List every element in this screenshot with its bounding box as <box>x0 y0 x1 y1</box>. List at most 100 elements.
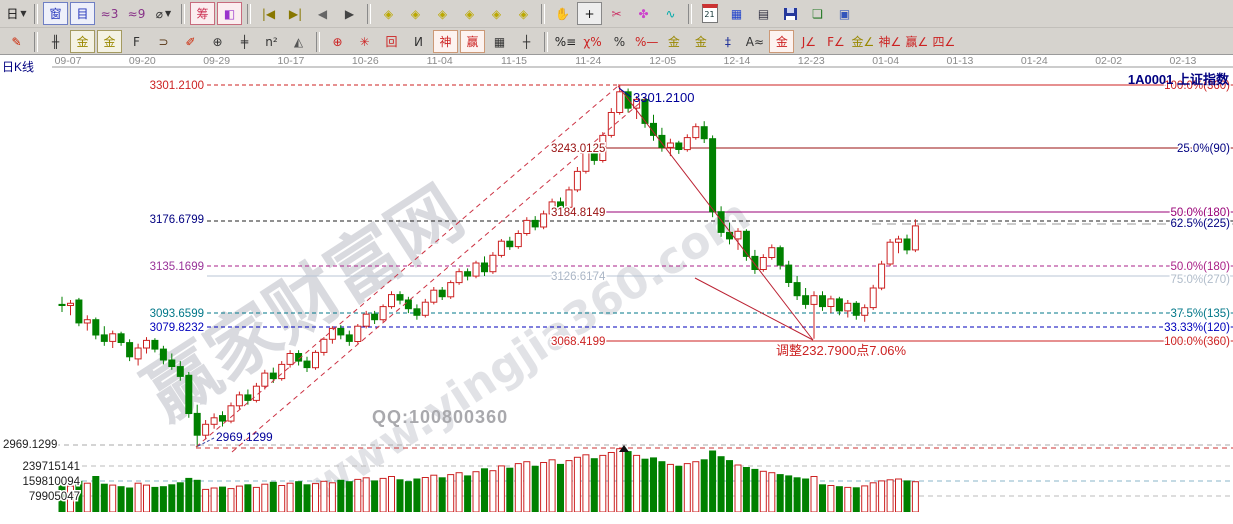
volume-bar <box>641 458 649 512</box>
angle-measure-icon[interactable]: ◭ <box>293 34 304 49</box>
percent-ladder-icon[interactable]: %≡ <box>554 34 577 49</box>
quote-list-icon[interactable]: 目 <box>70 2 95 25</box>
si-angle-icon[interactable]: 四∠ <box>932 34 956 49</box>
shen-tool-icon[interactable]: 神 <box>433 30 458 53</box>
volume-bar <box>599 454 607 512</box>
candle <box>835 296 843 316</box>
volume-bar <box>540 462 548 512</box>
candle <box>793 276 801 300</box>
volume-profile-icon[interactable]: ◧ <box>217 2 242 25</box>
chart-label: 100.0%(360) <box>1164 80 1230 92</box>
next-screen-icon[interactable]: ▶ <box>344 6 355 21</box>
period-day-icon[interactable]: 日 ▼ <box>6 6 27 21</box>
nav-move-icon[interactable]: ◈ <box>518 6 529 21</box>
volume-bar <box>159 486 167 512</box>
fib-f-icon[interactable]: F <box>133 34 140 49</box>
nav-star-icon[interactable]: ◈ <box>491 6 502 21</box>
chart-label: 50.0%(180) <box>1171 261 1231 273</box>
shen-angle-icon[interactable]: 神∠ <box>878 34 902 49</box>
volume-bar <box>261 483 269 512</box>
toolbar-separator <box>181 3 185 24</box>
cycle-circle-icon[interactable]: ⊕ <box>212 34 223 49</box>
chip-distribution-icon[interactable]: 筹 <box>190 2 215 25</box>
h-measure-icon[interactable]: ┼ <box>522 34 531 49</box>
desktop-icon[interactable]: ▣ <box>838 6 851 21</box>
ma-3-icon[interactable]: ≈3 <box>100 6 119 21</box>
ying-angle-icon[interactable]: 赢∠ <box>905 34 929 49</box>
pattern-match-icon[interactable]: ∿ <box>665 6 676 21</box>
f-angle-icon[interactable]: F∠ <box>827 34 845 49</box>
brush-icon[interactable]: ✎ <box>11 34 22 49</box>
ma-9-icon[interactable]: ≈9 <box>127 6 146 21</box>
candle <box>886 239 894 267</box>
nav-expand-icon[interactable]: ◈ <box>437 6 448 21</box>
ruler-123-icon[interactable]: ▦ <box>493 34 506 49</box>
target-icon[interactable]: ⊕ <box>332 34 343 49</box>
draw-line-icon[interactable]: ✂ <box>611 6 622 21</box>
candle <box>819 291 826 311</box>
chart-label: 33.33%(120) <box>1164 322 1230 334</box>
gold-circle-icon[interactable]: 金 <box>667 34 680 49</box>
volume-bar <box>835 486 843 512</box>
volume-bar <box>404 481 412 512</box>
date-tick: 10-17 <box>278 55 305 67</box>
volume-bar <box>117 486 125 512</box>
star-icon[interactable]: ✳ <box>359 34 370 49</box>
prev-screen-icon[interactable]: ◀ <box>317 6 328 21</box>
percent-cross-icon[interactable]: χ% <box>583 34 602 49</box>
ying-tool-icon[interactable]: 赢 <box>460 30 485 53</box>
flag-brush-icon[interactable]: ‡ <box>724 34 731 49</box>
wave-icon[interactable]: И <box>414 34 423 49</box>
a-wave-icon[interactable]: A≈ <box>745 34 765 49</box>
pan-hand-icon[interactable]: ✋ <box>555 6 570 21</box>
candle <box>438 287 446 300</box>
save-icon[interactable] <box>778 2 803 25</box>
volume-bar <box>193 479 201 512</box>
gold-angle-icon[interactable]: 金∠ <box>851 34 875 49</box>
magic-wand-icon[interactable]: ✤ <box>638 6 649 21</box>
window-layout-icon[interactable]: 窗 <box>43 2 68 25</box>
candle <box>252 382 260 403</box>
date-tick: 01-13 <box>947 55 974 67</box>
volume-bar <box>616 448 624 512</box>
nav-left-icon[interactable]: ◈ <box>383 6 394 21</box>
gann-gold-1-icon[interactable]: 金 <box>70 30 95 53</box>
toolbar-separator <box>688 3 692 24</box>
chart-label: 159810094 <box>22 476 80 488</box>
hatch-h-icon[interactable]: ╫ <box>51 34 60 49</box>
candle <box>67 300 74 316</box>
box-spiral-icon[interactable]: 回 <box>385 34 398 49</box>
crosshair-icon[interactable]: + <box>577 2 602 25</box>
candle <box>371 310 379 324</box>
chart-label: 3176.6799 <box>150 214 204 226</box>
chart-label: 62.5%(225) <box>1171 218 1231 230</box>
spiral-icon[interactable]: ⊃ <box>158 34 169 49</box>
volume-bar <box>548 459 556 512</box>
chart-area[interactable]: 赢家财富网 www.yingjia360.com QQ:100800360 日K… <box>0 55 1233 512</box>
first-screen-icon[interactable]: |◀ <box>261 6 276 21</box>
last-screen-icon[interactable]: ▶| <box>288 6 303 21</box>
gann-gold-2-icon[interactable]: 金 <box>97 30 122 53</box>
scale-tool-icon[interactable]: ⌀ ▼ <box>155 6 172 21</box>
period-label: 日K线 <box>2 60 35 74</box>
percent-icon[interactable]: % <box>613 34 626 49</box>
n-square-icon[interactable]: n² <box>265 34 278 49</box>
toolbar-separator <box>34 3 38 24</box>
percent-line-icon[interactable]: %— <box>635 34 659 49</box>
calendar-icon[interactable]: 21 <box>697 2 722 25</box>
hatch-2-icon[interactable]: ╪ <box>240 34 249 49</box>
candle <box>776 245 784 270</box>
calculator-icon[interactable]: ▦ <box>730 6 743 21</box>
export-icon[interactable]: ❏ <box>812 6 823 21</box>
j-angle-icon[interactable]: J∠ <box>801 34 817 49</box>
nav-right-icon[interactable]: ◈ <box>410 6 421 21</box>
candle <box>675 140 683 154</box>
nav-compress-icon[interactable]: ◈ <box>464 6 475 21</box>
report-icon[interactable]: ▤ <box>757 6 770 21</box>
brush-2-icon[interactable]: ✐ <box>185 34 196 49</box>
gold-box-icon[interactable]: 金 <box>769 30 795 53</box>
gold-line-icon[interactable]: 金 <box>694 34 707 49</box>
chart-label: 3243.0125 <box>551 143 605 155</box>
price-chart[interactable]: 09-07 09-20 09-29 10-17 10-26 11-04 11-15 11-24… <box>0 55 1233 512</box>
date-tick: 12-05 <box>649 55 676 67</box>
